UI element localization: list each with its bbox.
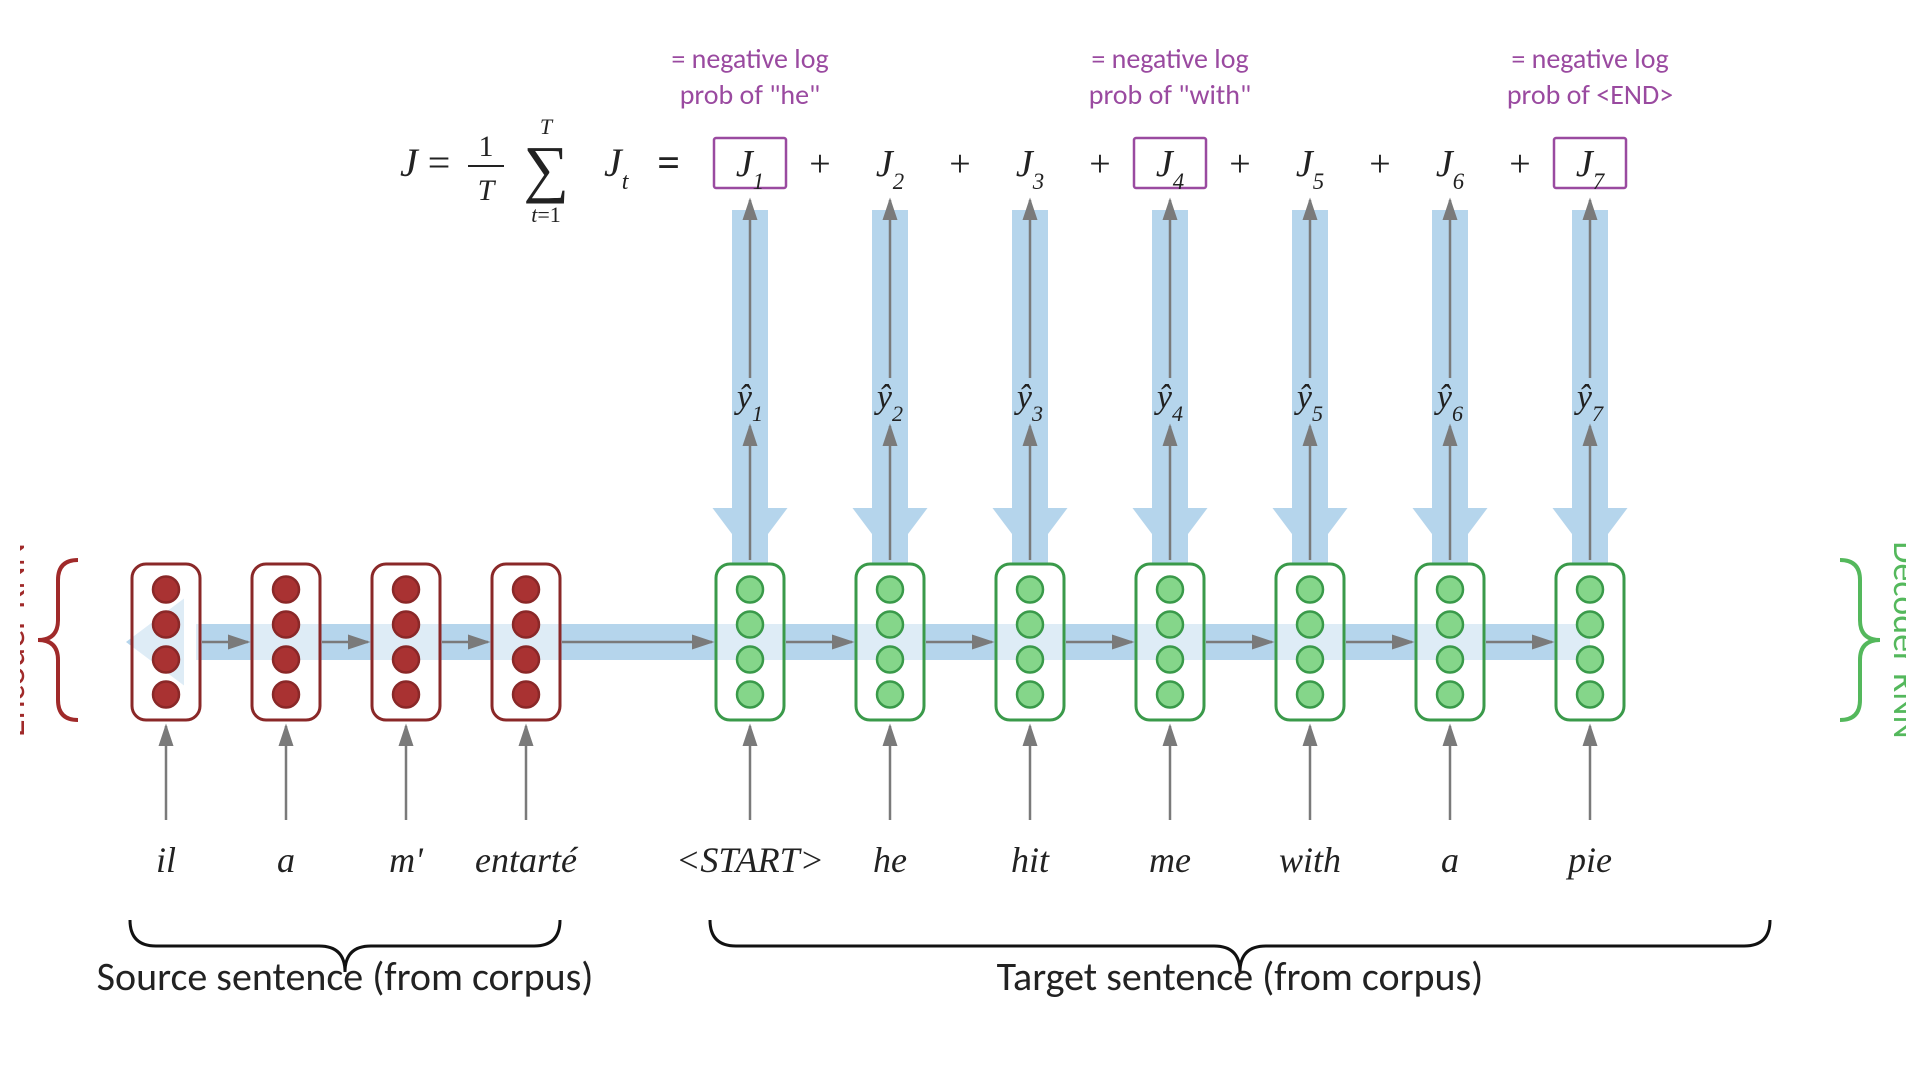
input-token: entarté <box>475 840 579 880</box>
svg-text:∑: ∑ <box>523 133 569 204</box>
input-token: a <box>277 840 295 880</box>
loss-term: J6 <box>1436 143 1465 194</box>
loss-annotation: prob of "with" <box>1089 77 1251 112</box>
diagram-canvas: ilam'entarté<START>hehitmewithapieŷ1ŷ2… <box>20 20 1906 1046</box>
input-token: me <box>1149 840 1191 880</box>
svg-text:+: + <box>949 143 970 185</box>
input-token: m' <box>389 840 424 880</box>
decoder-label: Decoder RNN <box>1884 541 1906 739</box>
svg-text:=: = <box>657 140 680 185</box>
loss-term: J2 <box>876 143 904 194</box>
input-token: il <box>156 840 176 880</box>
loss-annotation: = negative log <box>1511 41 1668 76</box>
input-token: with <box>1279 840 1341 880</box>
loss-annotation: prob of <END> <box>1507 77 1673 112</box>
input-token: a <box>1441 840 1459 880</box>
svg-text:T: T <box>478 174 497 207</box>
brace-label: Source sentence (from corpus) <box>97 952 594 1001</box>
loss-formula: J = <box>400 140 450 185</box>
loss-annotation: = negative log <box>671 41 828 76</box>
svg-text:t=1: t=1 <box>531 202 561 227</box>
loss-term: J5 <box>1296 143 1324 194</box>
encoder-label: Encoder RNN <box>20 543 34 737</box>
input-token: he <box>873 840 907 880</box>
loss-term: J3 <box>1016 143 1044 194</box>
loss-annotation: = negative log <box>1091 41 1248 76</box>
svg-text:+: + <box>1369 143 1390 185</box>
svg-text:Jt: Jt <box>604 140 630 195</box>
svg-text:T: T <box>540 114 554 139</box>
svg-text:+: + <box>809 143 830 185</box>
svg-text:1: 1 <box>479 130 494 163</box>
input-token: <START> <box>676 840 824 880</box>
seq2seq-training-diagram: ilam'entarté<START>hehitmewithapieŷ1ŷ2… <box>20 20 1906 1046</box>
svg-text:+: + <box>1509 143 1530 185</box>
input-token: hit <box>1011 840 1050 880</box>
loss-annotation: prob of "he" <box>680 77 821 112</box>
input-token: pie <box>1565 840 1612 880</box>
svg-text:+: + <box>1229 143 1250 185</box>
loss-term: J4 <box>1156 143 1184 194</box>
brace-label: Target sentence (from corpus) <box>997 952 1484 1001</box>
loss-term: J1 <box>736 143 764 194</box>
svg-text:+: + <box>1089 143 1110 185</box>
loss-term: J7 <box>1576 143 1606 194</box>
